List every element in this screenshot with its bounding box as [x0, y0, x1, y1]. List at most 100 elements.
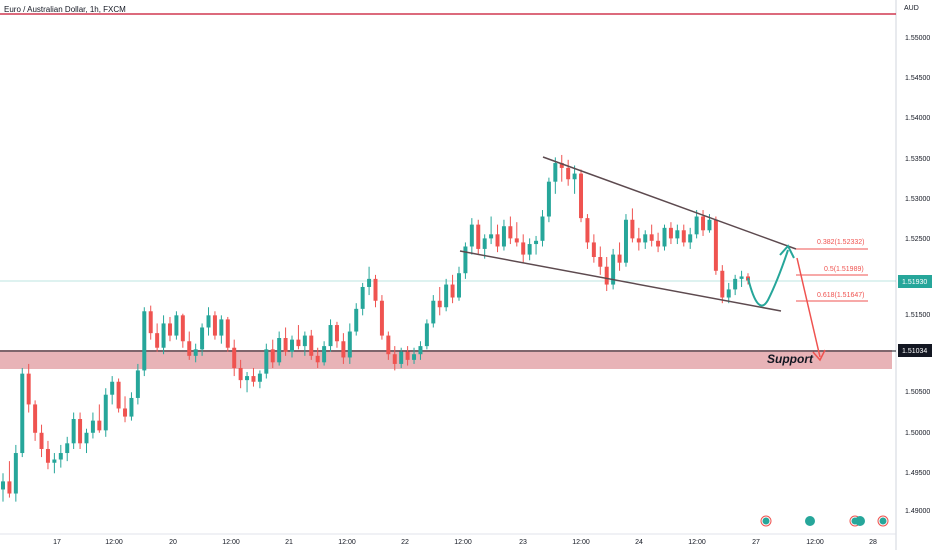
candle-body[interactable] — [469, 224, 474, 247]
candle-body[interactable] — [193, 349, 198, 356]
candle-body[interactable] — [290, 339, 294, 352]
candle-body[interactable] — [277, 338, 282, 363]
candle-body[interactable] — [367, 278, 372, 287]
candle-body[interactable] — [675, 230, 680, 239]
candle-body[interactable] — [45, 448, 50, 463]
candle-body[interactable] — [688, 234, 693, 243]
candle-body[interactable] — [341, 341, 346, 358]
candle-body[interactable] — [386, 335, 391, 355]
candle-body[interactable] — [123, 408, 128, 417]
candle-body[interactable] — [245, 376, 250, 381]
candle-body[interactable] — [270, 349, 275, 363]
candle-body[interactable] — [681, 230, 686, 243]
candle-body[interactable] — [495, 234, 500, 247]
candle-body[interactable] — [521, 242, 526, 255]
candle-body[interactable] — [90, 420, 95, 433]
candle-body[interactable] — [463, 246, 468, 274]
candle-body[interactable] — [238, 367, 243, 381]
candle-body[interactable] — [103, 394, 108, 431]
candle-body[interactable] — [84, 432, 89, 444]
event-marker-icon[interactable] — [855, 516, 865, 526]
candle-body[interactable] — [701, 216, 706, 231]
candle-body[interactable] — [572, 173, 577, 180]
candle-body[interactable] — [546, 181, 551, 217]
candle-body[interactable] — [431, 300, 436, 324]
candle-body[interactable] — [20, 373, 25, 454]
candle-body[interactable] — [437, 300, 442, 308]
candle-body[interactable] — [617, 254, 622, 263]
candle-body[interactable] — [264, 349, 269, 374]
candle-body[interactable] — [643, 234, 648, 243]
plot-area[interactable] — [0, 0, 896, 550]
candle-body[interactable] — [662, 227, 667, 247]
candle-body[interactable] — [206, 315, 211, 328]
candle-body[interactable] — [527, 244, 532, 255]
candle-body[interactable] — [354, 308, 359, 332]
candle-body[interactable] — [251, 376, 256, 382]
support-zone[interactable] — [0, 350, 892, 369]
candle-body[interactable] — [598, 257, 603, 267]
candle-body[interactable] — [110, 381, 115, 395]
event-marker-icon[interactable] — [805, 516, 815, 526]
candle-body[interactable] — [694, 216, 699, 235]
candle-body[interactable] — [232, 347, 237, 368]
candle-body[interactable] — [135, 370, 140, 398]
channel-upper-line[interactable] — [542, 156, 797, 250]
candle-body[interactable] — [604, 266, 609, 285]
candle-body[interactable] — [155, 333, 160, 348]
candle-body[interactable] — [405, 351, 410, 360]
candle-body[interactable] — [373, 278, 378, 301]
candle-body[interactable] — [187, 341, 192, 356]
candle-body[interactable] — [444, 284, 449, 308]
candle-body[interactable] — [566, 167, 571, 180]
candle-body[interactable] — [450, 284, 455, 298]
candle-body[interactable] — [636, 238, 641, 243]
candle-body[interactable] — [489, 234, 494, 239]
forecast-up-curve[interactable] — [747, 249, 789, 307]
candle-body[interactable] — [392, 354, 397, 364]
candle-body[interactable] — [225, 319, 230, 348]
candle-body[interactable] — [78, 419, 83, 444]
candle-body[interactable] — [611, 254, 616, 285]
candle-body[interactable] — [71, 419, 76, 444]
candle-body[interactable] — [579, 173, 584, 219]
candle-body[interactable] — [116, 381, 121, 409]
candle-body[interactable] — [508, 226, 513, 239]
candle-body[interactable] — [39, 432, 44, 449]
candle-body[interactable] — [630, 219, 635, 239]
candle-body[interactable] — [707, 219, 712, 231]
candle-body[interactable] — [713, 219, 718, 271]
candle-body[interactable] — [591, 242, 596, 258]
candle-body[interactable] — [161, 323, 166, 348]
candle-body[interactable] — [97, 420, 102, 431]
candle-body[interactable] — [553, 163, 558, 182]
candle-body[interactable] — [212, 315, 217, 336]
candle-body[interactable] — [726, 289, 731, 298]
candle-body[interactable] — [501, 226, 506, 247]
candle-body[interactable] — [148, 311, 153, 334]
candle-body[interactable] — [668, 227, 673, 239]
candle-body[interactable] — [418, 346, 423, 355]
candle-body[interactable] — [302, 335, 307, 347]
candle-body[interactable] — [283, 338, 288, 352]
candle-body[interactable] — [739, 276, 744, 279]
candle-body[interactable] — [328, 325, 333, 347]
candle-body[interactable] — [347, 331, 352, 358]
candle-body[interactable] — [26, 373, 31, 405]
candle-body[interactable] — [13, 453, 18, 494]
candle-body[interactable] — [720, 270, 725, 298]
candle-body[interactable] — [180, 315, 185, 342]
candle-body[interactable] — [167, 323, 172, 336]
candle-body[interactable] — [733, 278, 738, 290]
time-axis[interactable]: 17 12:00 20 12:00 21 12:00 22 12:00 23 12:00 24 12:… — [53, 539, 877, 546]
candle-body[interactable] — [309, 335, 314, 356]
forecast-down-line[interactable] — [796, 257, 821, 358]
candle-body[interactable] — [322, 346, 327, 363]
candle-body[interactable] — [360, 286, 365, 309]
candle-body[interactable] — [52, 459, 57, 463]
candle-body[interactable] — [540, 216, 545, 241]
candle-body[interactable] — [424, 323, 429, 347]
channel-lower-line[interactable] — [459, 250, 782, 312]
candle-body[interactable] — [379, 300, 384, 336]
